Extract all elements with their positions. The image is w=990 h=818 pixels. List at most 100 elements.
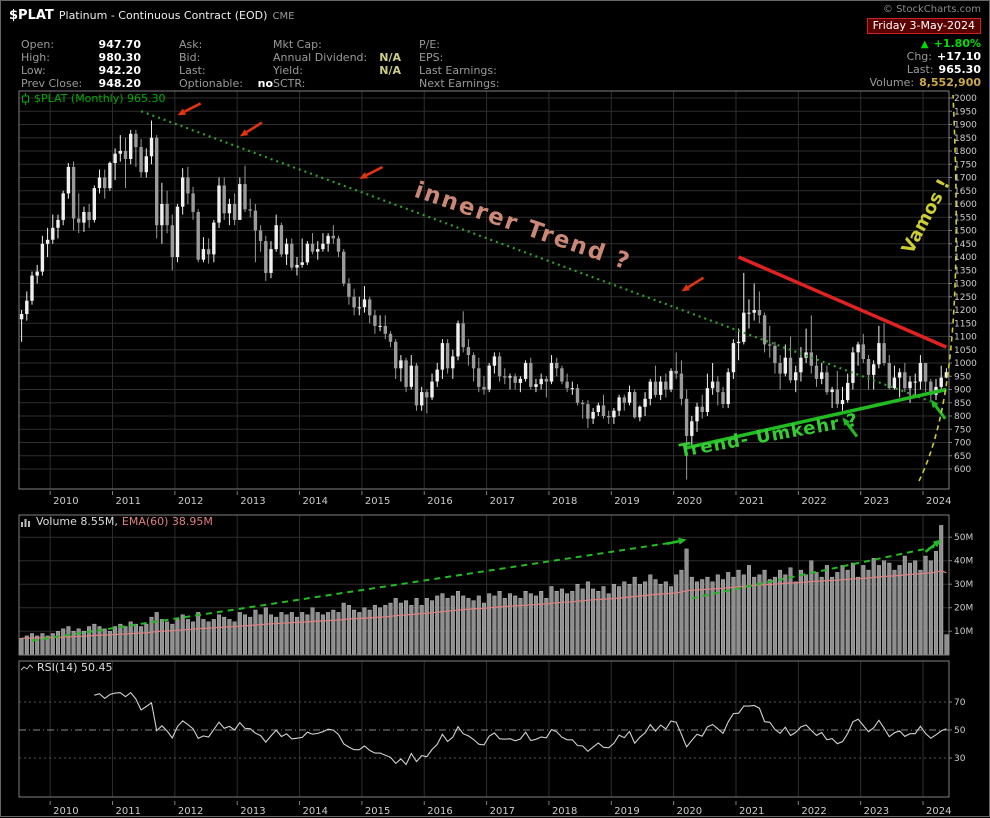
svg-text:650: 650 <box>954 452 971 462</box>
rsi-panel: 30 50 70 <box>18 660 966 798</box>
svg-text:1250: 1250 <box>954 293 977 303</box>
open-label: Open: <box>21 38 55 51</box>
svg-text:2023: 2023 <box>864 806 889 817</box>
svg-text:850: 850 <box>954 399 971 409</box>
watermark: © StockCharts.com <box>882 4 981 15</box>
svg-text:2014: 2014 <box>303 496 328 507</box>
optionable-value: no <box>257 77 273 90</box>
high-value: 980.30 <box>98 51 141 64</box>
yield-value: N/A <box>379 64 401 77</box>
svg-text:2024: 2024 <box>926 496 951 507</box>
volume-panel: 10M 20M 30M 40M 50M <box>18 514 973 656</box>
svg-text:1500: 1500 <box>954 227 977 237</box>
last-earnings-label: Last Earnings: <box>419 64 497 77</box>
volume-row: Volume: 8,552,900 <box>869 76 981 89</box>
bid-label: Bid: <box>179 51 201 64</box>
eps-label: EPS: <box>419 51 444 64</box>
volume-legend-text: Volume 8.55M, <box>36 515 118 528</box>
svg-text:1600: 1600 <box>954 200 977 210</box>
svg-text:700: 700 <box>954 439 971 449</box>
svg-text:2013: 2013 <box>240 496 265 507</box>
svg-text:50: 50 <box>954 726 966 736</box>
svg-text:2021: 2021 <box>739 496 764 507</box>
candlestick-icon <box>22 92 29 105</box>
svg-text:30: 30 <box>954 754 966 764</box>
x-axis-years-bottom: 2010 2011 2012 2013 2014 2015 2016 2017 2018 2019… <box>49 801 951 817</box>
svg-text:1150: 1150 <box>954 319 977 329</box>
svg-text:600: 600 <box>954 465 971 475</box>
svg-text:50M: 50M <box>954 533 973 543</box>
last-row: Last: 965.30 <box>907 63 981 76</box>
rsi-legend-text: RSI(14) 50.45 <box>37 661 113 674</box>
svg-text:40M: 40M <box>954 557 973 567</box>
price-grid: 600 650 700 750 800 850 900 950 1000 1050 1100 1150… <box>19 91 977 489</box>
svg-text:2014: 2014 <box>303 806 328 817</box>
rsi-legend: RSI(14) 50.45 <box>21 661 112 674</box>
svg-text:1400: 1400 <box>954 253 977 263</box>
svg-text:1300: 1300 <box>954 280 977 290</box>
x-axis-years-mid: 2010 2011 2012 2013 2014 2015 2016 2017 2018 2019… <box>49 491 951 507</box>
svg-text:2010: 2010 <box>53 806 78 817</box>
svg-text:Vamos !: Vamos ! <box>898 176 955 258</box>
svg-text:2015: 2015 <box>365 806 390 817</box>
svg-text:750: 750 <box>954 425 971 435</box>
svg-text:20M: 20M <box>954 604 973 614</box>
volume-bars <box>19 525 949 656</box>
svg-text:950: 950 <box>954 372 971 382</box>
svg-text:2016: 2016 <box>427 496 452 507</box>
svg-text:2000: 2000 <box>954 94 977 104</box>
date-box: Friday 3-May-2024 <box>866 18 981 34</box>
svg-text:2017: 2017 <box>490 496 515 507</box>
svg-text:2012: 2012 <box>178 496 203 507</box>
volume-value: 8,552,900 <box>919 76 981 89</box>
prev-close-value: 948.20 <box>98 77 141 90</box>
svg-text:2020: 2020 <box>677 806 702 817</box>
volume-annotations <box>31 537 942 642</box>
volume-label: Volume: <box>869 76 915 89</box>
low-value: 942.20 <box>98 64 141 77</box>
svg-text:1650: 1650 <box>954 187 977 197</box>
svg-text:1800: 1800 <box>954 147 977 157</box>
svg-text:2023: 2023 <box>864 496 889 507</box>
annual-dividend-value: N/A <box>379 51 401 64</box>
svg-text:1750: 1750 <box>954 160 977 170</box>
svg-text:10M: 10M <box>954 627 973 637</box>
svg-text:2020: 2020 <box>677 496 702 507</box>
vamos-curve <box>918 94 957 482</box>
svg-text:2024: 2024 <box>926 806 951 817</box>
pct-change-row: ▲ +1.80% <box>921 37 981 50</box>
svg-text:1200: 1200 <box>954 306 977 316</box>
svg-text:1550: 1550 <box>954 213 977 223</box>
svg-text:2022: 2022 <box>801 496 826 507</box>
svg-text:1850: 1850 <box>954 134 977 144</box>
high-label: High: <box>21 51 50 64</box>
svg-text:2015: 2015 <box>365 496 390 507</box>
svg-text:1900: 1900 <box>954 121 977 131</box>
prev-close-label: Prev Close: <box>21 77 83 90</box>
optionable-label: Optionable: <box>179 77 243 90</box>
svg-text:Trend- Umkehr ?: Trend- Umkehr ? <box>678 410 860 462</box>
svg-text:1100: 1100 <box>954 333 977 343</box>
sctr-label: SCTR: <box>273 77 306 90</box>
chg-label: Chg: <box>906 50 932 63</box>
svg-text:1700: 1700 <box>954 174 977 184</box>
svg-text:1350: 1350 <box>954 266 977 276</box>
open-value: 947.70 <box>98 38 141 51</box>
main-chart-legend: $PLAT (Monthly) 965.30 <box>21 92 166 105</box>
volume-legend: Volume 8.55M, EMA(60) 38.95M <box>21 515 213 528</box>
symbol-description: Platinum - Continuous Contract (EOD) <box>58 9 268 22</box>
svg-text:900: 900 <box>954 386 971 396</box>
volume-bars-icon <box>21 518 30 527</box>
svg-text:1050: 1050 <box>954 346 977 356</box>
rsi-line-icon <box>21 663 33 670</box>
exchange-label: CME <box>272 11 295 22</box>
svg-text:70: 70 <box>954 698 966 708</box>
candles <box>19 120 949 480</box>
yield-label: Yield: <box>273 64 303 77</box>
svg-text:2012: 2012 <box>178 806 203 817</box>
main-price-panel: 600 650 700 750 800 850 900 950 1000 1050 1100 1150… <box>18 90 977 490</box>
pe-label: P/E: <box>419 38 440 51</box>
last-value: 965.30 <box>938 63 981 76</box>
svg-text:2018: 2018 <box>552 496 577 507</box>
svg-text:2021: 2021 <box>739 806 764 817</box>
